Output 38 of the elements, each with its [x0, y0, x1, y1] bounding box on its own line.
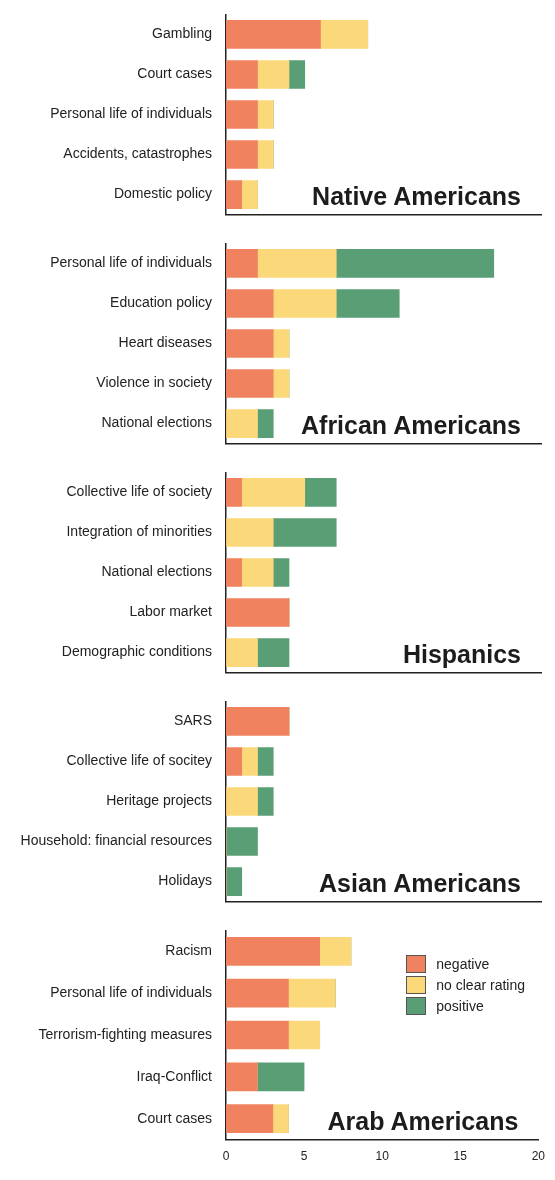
x-tick-label: 15 [453, 1149, 468, 1164]
y-tick-label: Household: financial resources [20, 832, 212, 849]
x-tick-label: 5 [300, 1149, 308, 1164]
x-tick-label: 0 [222, 1149, 230, 1164]
y-tick-label: SARS [173, 712, 212, 729]
y-tick-label: National elections [101, 414, 212, 431]
y-tick-label: National elections [101, 563, 212, 580]
annotation: Native Americans [312, 181, 521, 210]
annotation: Hispanics [402, 639, 521, 668]
y-tick-label: Court cases [137, 1109, 212, 1126]
y-tick-label: Violence in society [96, 374, 212, 391]
y-tick-label: Court cases [137, 65, 212, 82]
annotation: Asian Americans [319, 868, 521, 897]
y-tick-label: Labor market [129, 603, 213, 620]
y-tick-label: Collective life of socitey [66, 752, 212, 769]
y-tick-label: Terrorism-fighting measures [38, 1025, 212, 1042]
y-tick-label: Personal life of individuals [50, 105, 212, 122]
x-tick-label: 20 [531, 1149, 546, 1164]
y-tick-label: Racism [165, 942, 212, 959]
y-tick-label: Personal life of individuals [50, 254, 212, 271]
y-tick-label: Accidents, catastrophes [63, 145, 212, 162]
legend-label: no clear rating [436, 977, 525, 993]
y-tick-label: Holidays [158, 872, 212, 889]
x-tick-label: 10 [375, 1149, 390, 1164]
y-tick-label: Heritage projects [106, 792, 212, 809]
legend-label: negative [436, 956, 490, 972]
y-tick-label: Collective life of society [66, 483, 212, 500]
y-tick-label: Heart diseases [118, 334, 212, 351]
y-tick-label: Integration of minorities [66, 523, 212, 540]
y-tick-label: Gambling [152, 25, 212, 42]
annotation: African Americans [301, 410, 521, 439]
y-tick-label: Iraq-Conflict [136, 1067, 213, 1084]
y-tick-label: Personal life of individuals [50, 984, 212, 1001]
y-tick-label: Domestic policy [113, 185, 212, 202]
y-tick-label: Demographic conditions [61, 643, 212, 660]
legend-label: positive [436, 998, 484, 1014]
annotation: Arab Americans [327, 1106, 519, 1135]
y-tick-label: Education policy [110, 294, 212, 311]
